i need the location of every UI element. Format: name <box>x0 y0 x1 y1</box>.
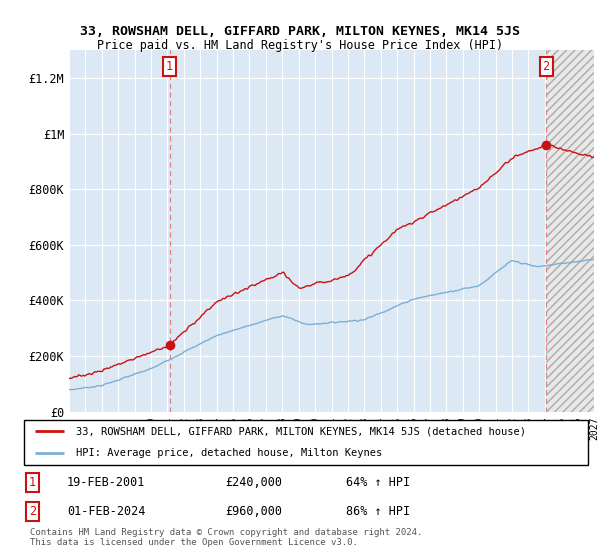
Text: Price paid vs. HM Land Registry's House Price Index (HPI): Price paid vs. HM Land Registry's House … <box>97 39 503 52</box>
Bar <box>546 50 594 412</box>
Text: 19-FEB-2001: 19-FEB-2001 <box>67 476 145 489</box>
Text: 1: 1 <box>166 60 173 73</box>
Text: £240,000: £240,000 <box>226 476 283 489</box>
Text: HPI: Average price, detached house, Milton Keynes: HPI: Average price, detached house, Milt… <box>76 449 382 459</box>
Text: 86% ↑ HPI: 86% ↑ HPI <box>346 505 410 518</box>
Text: 1: 1 <box>29 476 36 489</box>
Text: 01-FEB-2024: 01-FEB-2024 <box>67 505 145 518</box>
Text: Contains HM Land Registry data © Crown copyright and database right 2024.
This d: Contains HM Land Registry data © Crown c… <box>29 528 422 548</box>
Text: £960,000: £960,000 <box>226 505 283 518</box>
Text: 64% ↑ HPI: 64% ↑ HPI <box>346 476 410 489</box>
Text: 33, ROWSHAM DELL, GIFFARD PARK, MILTON KEYNES, MK14 5JS: 33, ROWSHAM DELL, GIFFARD PARK, MILTON K… <box>80 25 520 38</box>
Text: 33, ROWSHAM DELL, GIFFARD PARK, MILTON KEYNES, MK14 5JS (detached house): 33, ROWSHAM DELL, GIFFARD PARK, MILTON K… <box>76 426 526 436</box>
Text: 2: 2 <box>542 60 550 73</box>
FancyBboxPatch shape <box>24 420 588 465</box>
Text: 2: 2 <box>29 505 36 518</box>
